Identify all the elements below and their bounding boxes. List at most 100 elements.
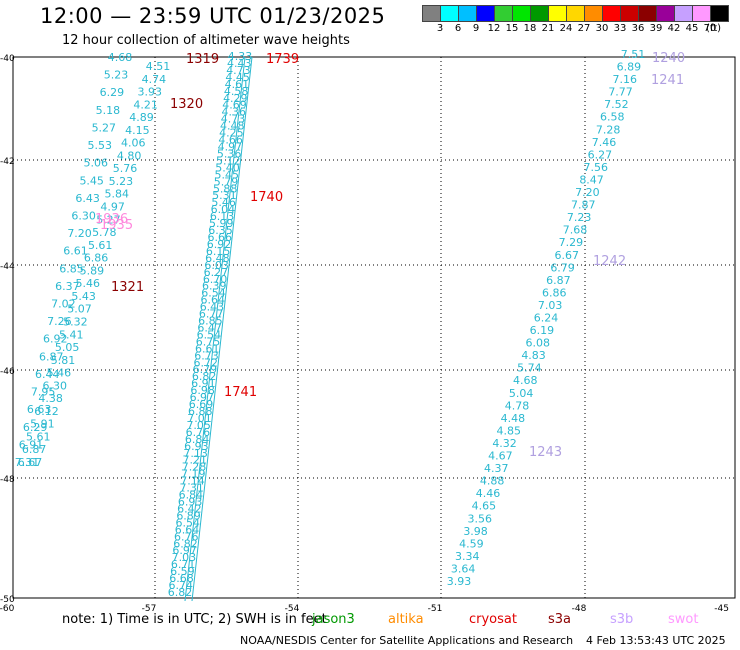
satellite-s3a: s3a bbox=[548, 612, 572, 627]
wave-height-value: 3.34 bbox=[455, 550, 480, 563]
wave-height-value: 7.28 bbox=[596, 123, 621, 136]
pass-labels: 1319 1739 1320 1740 1321 1741 1240 1241 1242 1243… bbox=[95, 51, 685, 460]
wave-height-value: 4.68 bbox=[513, 374, 538, 387]
wave-height-value: 5.06 bbox=[83, 157, 108, 170]
wave-height-value: 7.20 bbox=[575, 186, 600, 199]
pass-label: 1935 bbox=[100, 218, 133, 233]
wave-height-value: 5.76 bbox=[113, 162, 138, 175]
legend-label: 30 bbox=[595, 23, 609, 34]
map-subtitle: 12 hour collection of altimeter wave hei… bbox=[62, 33, 350, 48]
latitude-labels: -40 -42 -44 -46 -48 -50 bbox=[0, 54, 15, 605]
wave-height-value: 6.67 bbox=[18, 456, 43, 469]
wave-height-value: 6.29 bbox=[23, 421, 48, 434]
wave-height-value: 5.88 bbox=[213, 182, 238, 195]
wave-height-value: 4.73 bbox=[221, 113, 246, 126]
wave-height-value: 7.31 bbox=[179, 482, 204, 495]
wave-height-value: 4.25 bbox=[219, 127, 244, 140]
wave-height-value: 7.20 bbox=[67, 227, 92, 240]
wave-height-value: 6.43 bbox=[75, 192, 100, 205]
track-line bbox=[184, 56, 246, 602]
wave-height-value: 7.68 bbox=[563, 224, 588, 237]
wave-height-value: 6.29 bbox=[100, 86, 125, 99]
legend-label: 18 bbox=[523, 23, 537, 34]
wave-height-value: 6.27 bbox=[588, 148, 613, 161]
wave-height-value: 5.07 bbox=[67, 303, 92, 316]
pass-label: 1321 bbox=[111, 280, 144, 295]
longitude-labels: -60 -57 -54 -51 -48 -45 bbox=[0, 604, 729, 614]
wave-height-value: 6.76 bbox=[186, 426, 211, 439]
pass-label: 1319 bbox=[186, 52, 219, 67]
wave-height-value: 4.48 bbox=[220, 120, 245, 133]
wave-height-value: 6.77 bbox=[199, 308, 224, 321]
lon-label: -57 bbox=[142, 604, 157, 614]
wave-height-value: 6.98 bbox=[190, 384, 215, 397]
wave-height-value: 7.13 bbox=[183, 447, 208, 460]
lat-label: -50 bbox=[0, 595, 15, 605]
wave-height-value: 6.27 bbox=[204, 266, 229, 279]
wave-height-value: 4.48 bbox=[501, 412, 526, 425]
wave-height-value: 4.74 bbox=[142, 73, 167, 86]
wave-height-value: 5.45 bbox=[79, 174, 104, 187]
wave-height-value: 6.79 bbox=[193, 363, 218, 376]
map-title: 12:00 — 23:59 UTC 01/23/2025 bbox=[40, 4, 386, 28]
wave-height-value: 7.01 bbox=[187, 412, 212, 425]
wave-height-value: 4.33 bbox=[228, 50, 253, 63]
wave-height-value: 7.21 bbox=[183, 454, 208, 467]
lat-label: -40 bbox=[0, 54, 15, 64]
lon-label: -45 bbox=[714, 604, 729, 614]
wave-height-value: 6.54 bbox=[197, 328, 222, 341]
wave-height-value: 6.39 bbox=[202, 280, 227, 293]
wave-height-value: 6.30 bbox=[43, 379, 68, 392]
wave-height-value: 6.61 bbox=[195, 342, 220, 355]
lat-label: -44 bbox=[0, 262, 15, 272]
wave-height-value: 5.04 bbox=[509, 387, 534, 400]
wave-height-value: 5.61 bbox=[88, 239, 113, 252]
wave-height-value: 4.67 bbox=[488, 450, 513, 463]
wave-height-value: 7.46 bbox=[592, 136, 617, 149]
wave-height-value: 4.29 bbox=[223, 92, 248, 105]
wave-height-value: 5.27 bbox=[96, 213, 121, 226]
track-line bbox=[191, 56, 253, 602]
wave-height-value: 4.37 bbox=[484, 462, 509, 475]
wave-height-value: 6.93 bbox=[178, 496, 203, 509]
wave-height-value: 4.69 bbox=[222, 99, 247, 112]
wave-height-value: 4.32 bbox=[492, 437, 517, 450]
wave-height-value: 6.44 bbox=[35, 368, 60, 381]
wave-height-value: 5.91 bbox=[30, 418, 55, 431]
wave-height-value: 5.31 bbox=[212, 189, 237, 202]
wave-height-value: 6.48 bbox=[205, 252, 230, 265]
wave-height-value: 6.87 bbox=[22, 443, 47, 456]
wave-height-value: 6.75 bbox=[196, 335, 221, 348]
wave-height-value: 7.02 bbox=[51, 298, 76, 311]
wave-height-value: 5.78 bbox=[92, 226, 117, 239]
wave-height-value: 6.47 bbox=[197, 321, 222, 334]
wave-height-value: 6.92 bbox=[207, 238, 232, 251]
wave-height-value: 6.66 bbox=[207, 231, 232, 244]
footer-note: note: 1) Time is in UTC; 2) SWH is in fe… bbox=[62, 612, 327, 627]
wave-height-value: 3.93 bbox=[447, 575, 472, 588]
wave-height-value: 6.13 bbox=[210, 210, 235, 223]
satellite-tracks: 4.68 5.23 6.29 5.18 5.27 5.53 5.06 5.45 6.43 6.30… bbox=[15, 48, 645, 602]
pass-label: 1936 bbox=[95, 212, 128, 227]
wave-height-value: 6.64 bbox=[175, 523, 200, 536]
wave-height-value: 4.73 bbox=[226, 64, 251, 77]
satellite-jason3: jason3 bbox=[312, 612, 355, 627]
wave-height-value: 6.82 bbox=[173, 537, 198, 550]
wave-height-value: 7.03 bbox=[172, 551, 197, 564]
legend-label: 24 bbox=[559, 23, 573, 34]
wave-height-value: 3.93 bbox=[137, 86, 162, 99]
legend-label: 45 bbox=[685, 23, 699, 34]
satellite-s3b: s3b bbox=[610, 612, 634, 627]
wave-height-value: 6.84 bbox=[185, 433, 210, 446]
wave-height-value: 7.56 bbox=[583, 161, 608, 174]
wave-height-value: 6.68 bbox=[169, 572, 194, 585]
wave-height-value: 7.16 bbox=[612, 73, 637, 86]
wave-height-value: 5.84 bbox=[104, 188, 129, 201]
wave-height-value: 4.45 bbox=[225, 71, 250, 84]
legend-label: 15 bbox=[505, 23, 519, 34]
wave-height-value: 6.42 bbox=[177, 502, 202, 515]
wave-height-value: 8.47 bbox=[579, 173, 604, 186]
lon-label: -60 bbox=[0, 604, 15, 614]
wave-height-value: 6.70 bbox=[203, 273, 228, 286]
